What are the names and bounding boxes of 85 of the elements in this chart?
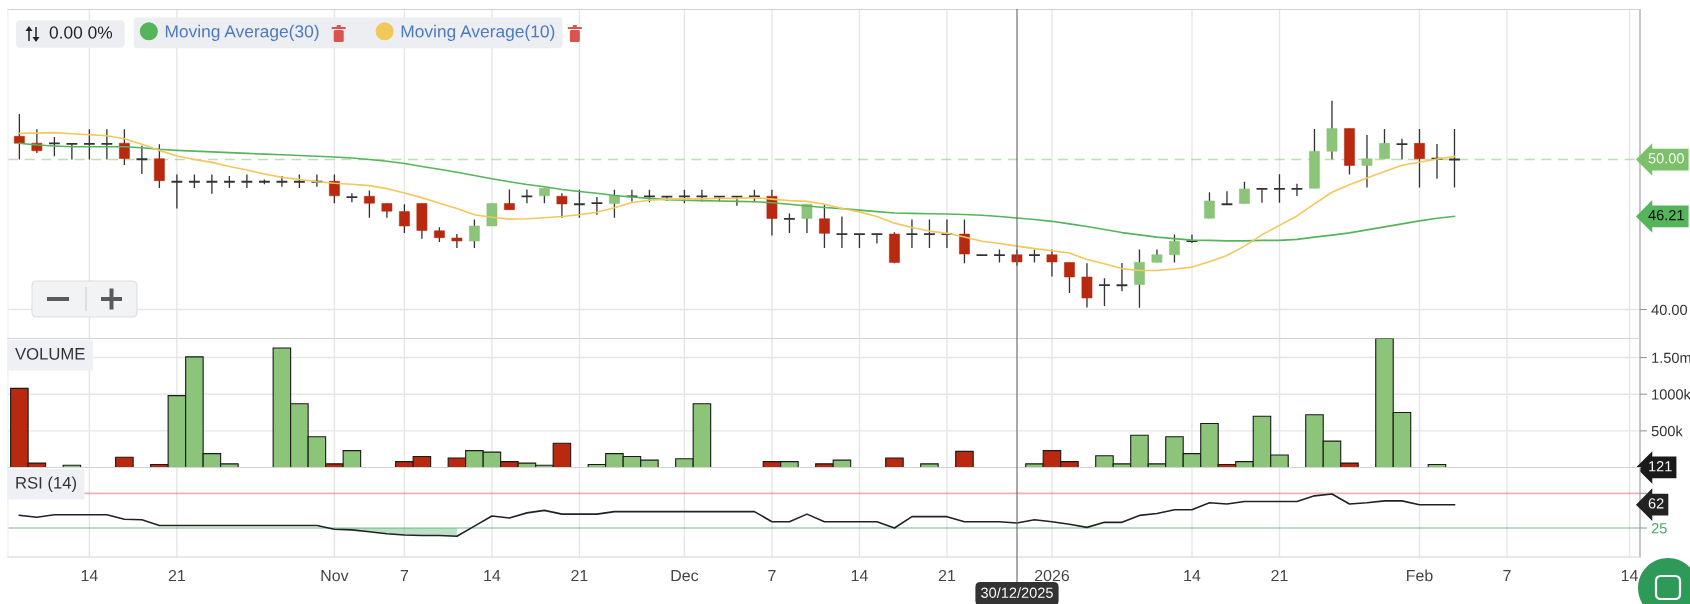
- y-tick-label: 50.00: [1648, 153, 1684, 164]
- candlestick: [1204, 191, 1215, 219]
- candlestick: [154, 143, 165, 189]
- candlestick: [399, 203, 410, 234]
- x-tick-label: 7: [1503, 570, 1511, 582]
- x-tick-label: 14: [851, 570, 868, 582]
- candlestick: [783, 212, 796, 234]
- candlestick: [870, 233, 884, 245]
- x-tick-label: 2026: [1034, 569, 1070, 582]
- candlestick: [609, 189, 620, 219]
- candlestick: [1395, 138, 1409, 161]
- candlestick: [275, 175, 289, 188]
- x-tick-label: Feb: [1407, 569, 1433, 582]
- text: RSI (14): [16, 476, 77, 493]
- candlestick: [14, 113, 25, 161]
- candlestick: [590, 196, 604, 216]
- candlestick: [504, 188, 515, 211]
- candlestick: [819, 203, 830, 249]
- x-tick-label: 7: [400, 570, 409, 582]
- candlestick: [905, 218, 919, 249]
- candlestick: [205, 173, 219, 195]
- annotation: 0.00 0%: [49, 26, 113, 39]
- candlestick: [1255, 188, 1269, 204]
- x-tick-label: Dec: [671, 570, 699, 582]
- y-tick-label: 46.21: [1648, 209, 1684, 221]
- candlestick: [1098, 277, 1111, 307]
- legend-label: Moving Average(10): [401, 24, 555, 41]
- candlestick: [240, 173, 254, 189]
- x-tick-label: 14: [1184, 570, 1201, 582]
- y-tick-label: 25: [1651, 523, 1667, 534]
- candlestick: [1273, 173, 1286, 204]
- candlestick: [1379, 128, 1390, 160]
- bar: [955, 450, 974, 468]
- bar: [885, 457, 904, 468]
- candlestick: [119, 128, 130, 166]
- candlestick: [1064, 261, 1075, 294]
- y-tick-label: 1000k: [1652, 388, 1690, 400]
- candlestick: [65, 143, 79, 161]
- candlestick: [1361, 134, 1373, 189]
- x-tick-label: 14: [81, 570, 98, 582]
- candlestick: [451, 233, 463, 249]
- candlestick: [1134, 248, 1145, 309]
- line-series: [18, 493, 1456, 537]
- candlestick: [959, 218, 970, 264]
- candlestick: [801, 203, 813, 234]
- candlestick: [520, 188, 534, 204]
- x-tick-label: 21: [168, 569, 185, 582]
- candlestick: [923, 218, 936, 249]
- candlestick: [556, 192, 568, 219]
- x-tick-label: 7: [768, 570, 776, 582]
- y-tick-label: 121: [1649, 461, 1672, 472]
- candlestick: [329, 173, 340, 204]
- candlestick: [1046, 248, 1058, 278]
- candlestick: [83, 128, 96, 161]
- x-tick-label: 21: [571, 569, 588, 582]
- y-tick-label: 1.50m: [1652, 352, 1690, 363]
- candlestick: [1414, 128, 1425, 189]
- y-tick-label: 62: [1648, 498, 1664, 509]
- y-tick-label: 500k: [1651, 425, 1683, 437]
- x-tick-label: 21: [1271, 569, 1288, 582]
- candlestick: [1290, 183, 1304, 197]
- chart-title: VOLUME: [15, 347, 85, 360]
- y-tick-label: 40.00: [1651, 304, 1688, 315]
- candlestick: [1081, 262, 1093, 309]
- candlestick: [1220, 190, 1234, 206]
- x-tick-label: 21: [938, 569, 956, 582]
- candlestick: [135, 145, 149, 175]
- candlestick: [573, 189, 586, 219]
- x-tick-label: 14: [1621, 570, 1638, 582]
- x-tick-label: Nov: [321, 570, 349, 582]
- candlestick: [469, 218, 480, 249]
- candlestick: [364, 189, 375, 219]
- bar: [115, 456, 134, 468]
- bar: [920, 463, 939, 468]
- candlestick: [170, 173, 184, 210]
- candlestick: [1326, 100, 1338, 161]
- candlestick: [345, 192, 359, 203]
- candlestick: [1169, 233, 1180, 264]
- candlestick: [1115, 262, 1129, 292]
- text: 30/12/2025: [981, 587, 1053, 598]
- legend-label: Moving Average(30): [165, 24, 319, 41]
- candlestick: [835, 215, 849, 249]
- candlestick: [1239, 181, 1250, 205]
- x-tick-label: 14: [484, 570, 501, 582]
- candlestick: [100, 128, 114, 161]
